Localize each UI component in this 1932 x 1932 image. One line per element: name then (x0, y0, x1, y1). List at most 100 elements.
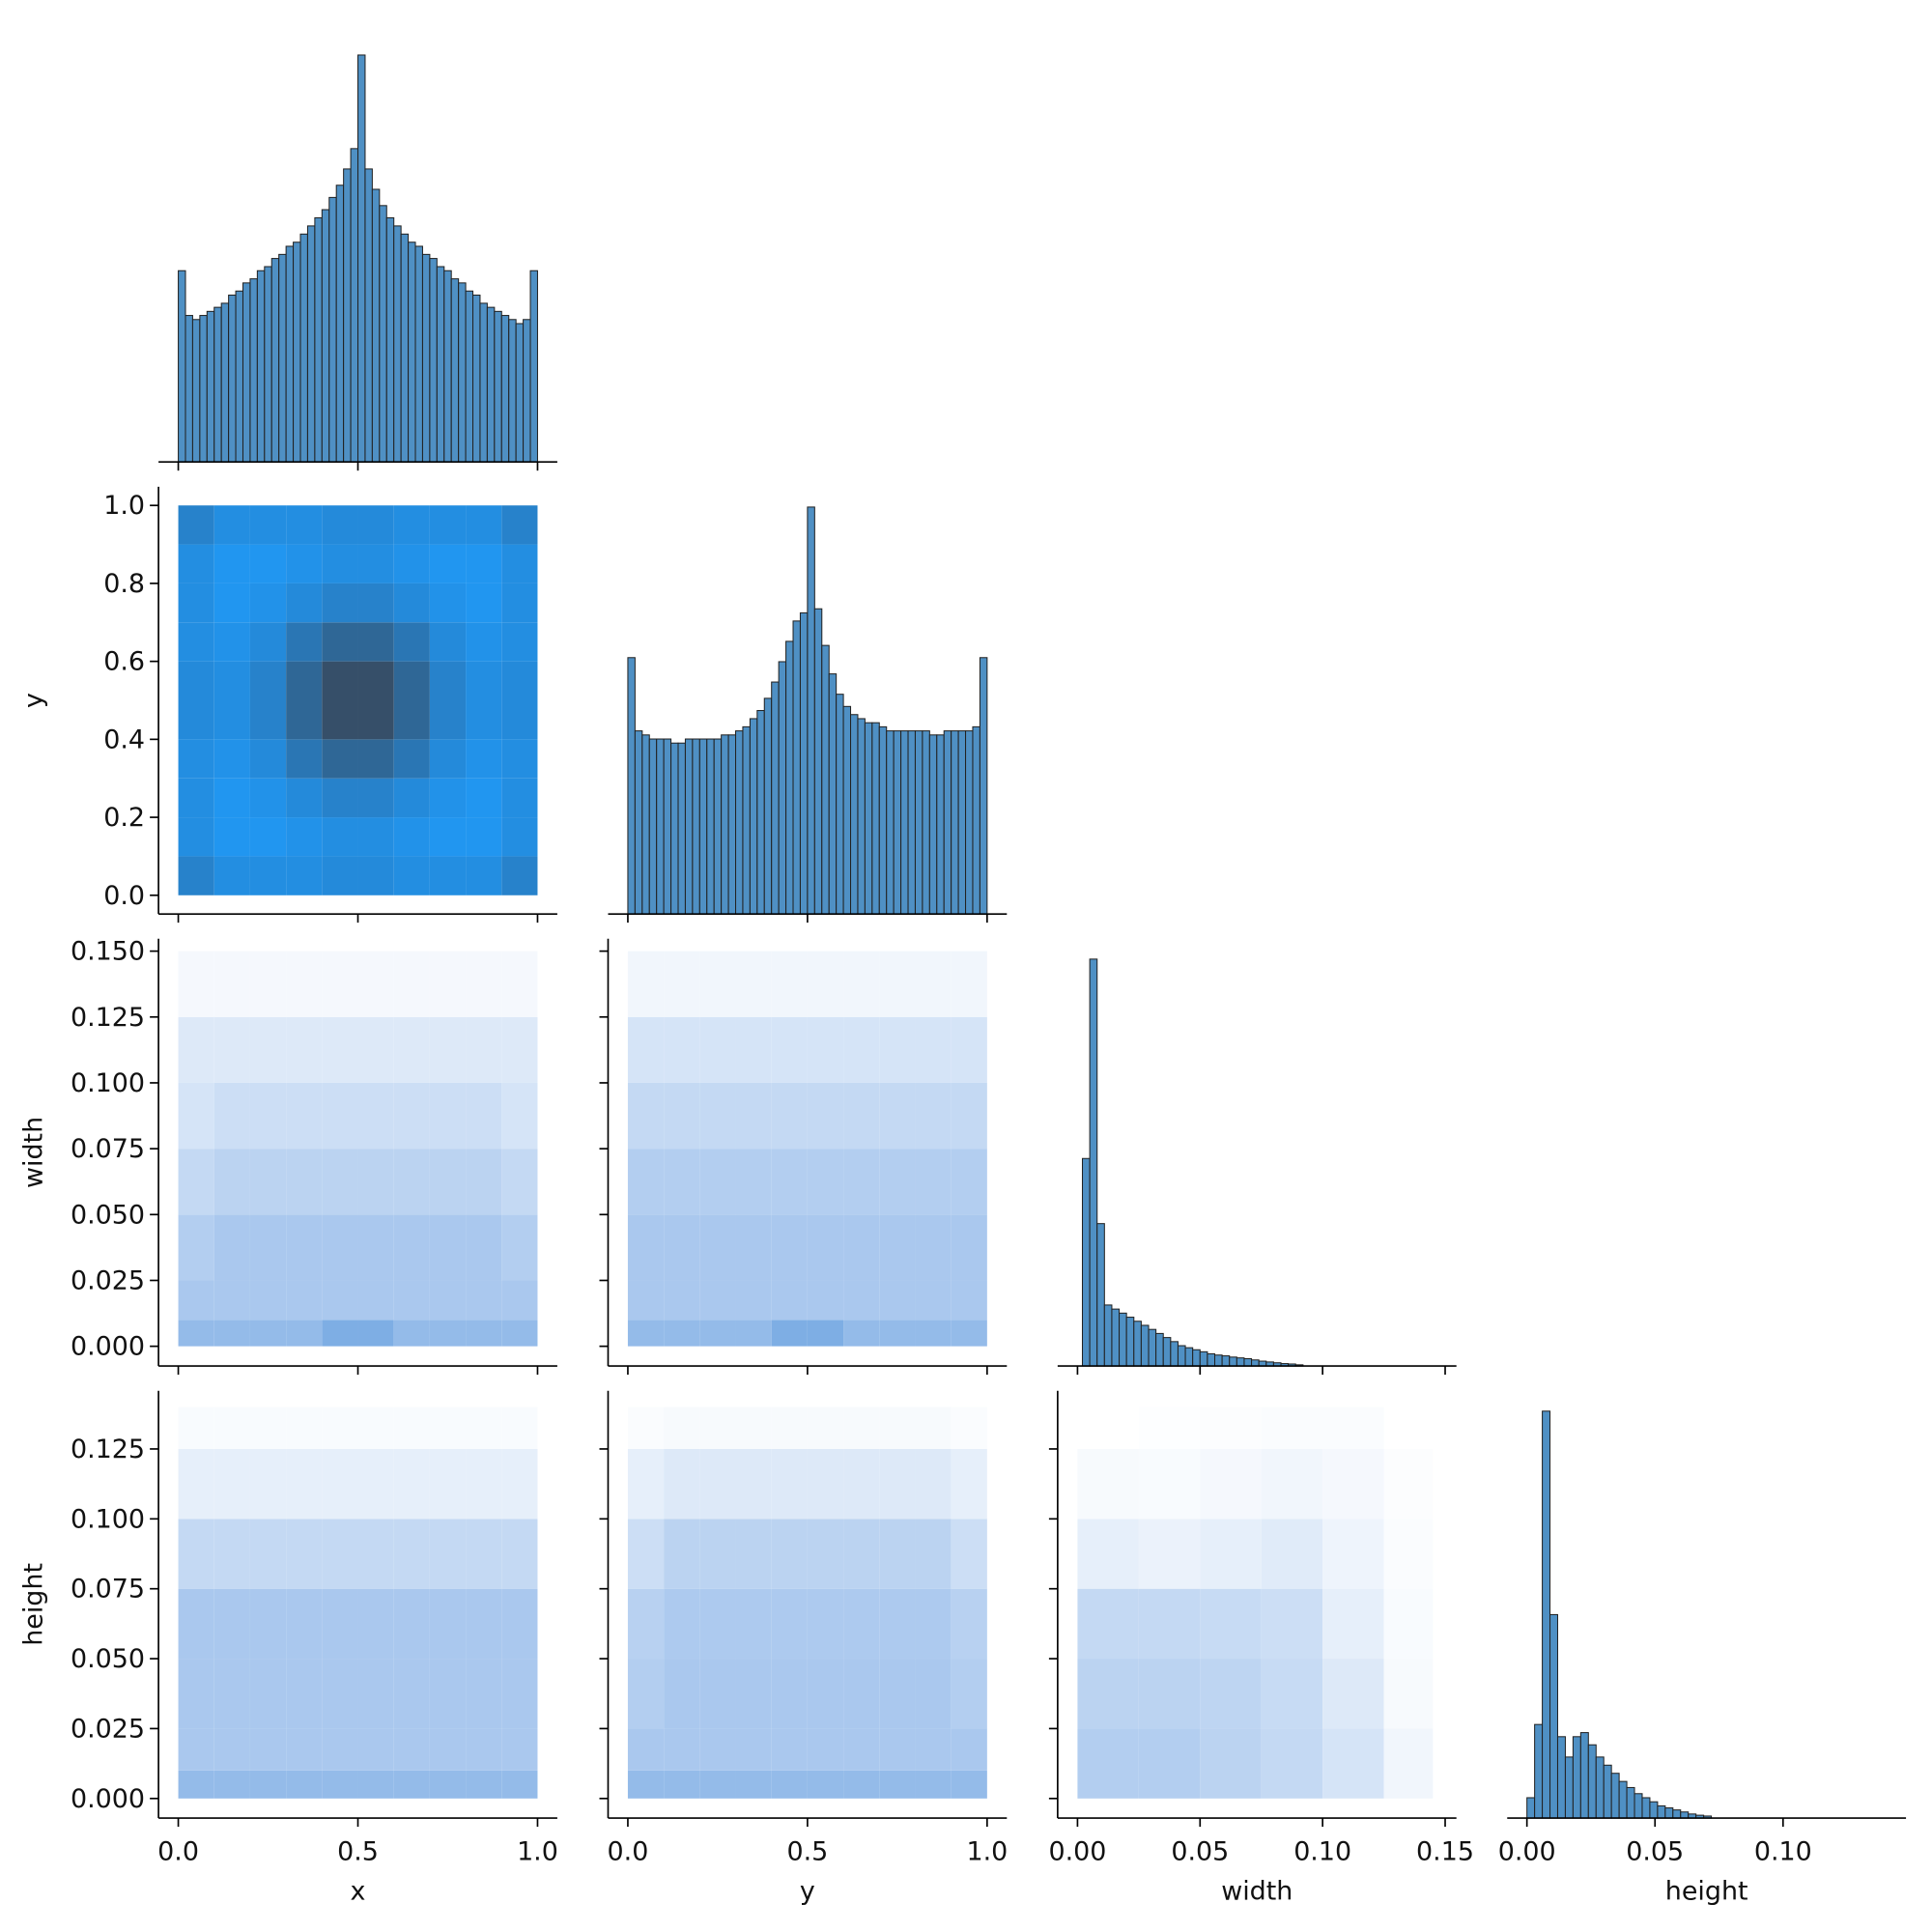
density-cell (249, 856, 287, 895)
density-cell (627, 1214, 665, 1281)
density-cell (664, 1214, 700, 1281)
density-cell (915, 1280, 952, 1321)
density-cell (915, 1016, 952, 1083)
density-cell (393, 505, 430, 545)
panel (158, 54, 557, 471)
density-cell (213, 1214, 250, 1281)
panel: 0.00 0.05 0.10 0.15 width (1048, 1390, 1474, 1907)
density-cell (771, 1588, 808, 1660)
density-cell (429, 739, 467, 779)
bar (515, 323, 525, 463)
bar (1251, 1359, 1260, 1367)
density-cell (466, 661, 502, 700)
bar (486, 306, 496, 463)
density-cell (357, 1082, 394, 1150)
x-tick-label: 0.0 (157, 1837, 199, 1867)
density-cell (429, 1082, 467, 1150)
density-cell (213, 1016, 250, 1083)
bar (1587, 1744, 1597, 1819)
density-cell (429, 1149, 467, 1215)
density-cell (879, 1406, 916, 1449)
density-cell (501, 1016, 538, 1083)
y-tick-label: 0.100 (71, 1504, 145, 1534)
x-tick-label: 0.00 (1048, 1837, 1106, 1867)
bar (523, 319, 531, 463)
density-cell (915, 1149, 952, 1215)
density-cell (178, 582, 214, 623)
bar (907, 730, 916, 915)
density-cell (843, 1588, 880, 1660)
bar (778, 661, 787, 915)
density-cell (699, 1149, 736, 1215)
density-cell (1077, 1448, 1139, 1520)
bar (264, 266, 272, 463)
bar (792, 620, 801, 915)
density-cell (357, 1588, 394, 1660)
y-tick-label: 0.6 (103, 647, 145, 677)
bar (1177, 1345, 1186, 1367)
density-cell (393, 1082, 430, 1150)
density-cell (501, 661, 538, 700)
density-cell (771, 1214, 808, 1281)
density-cell (843, 1448, 880, 1520)
density-cell (213, 582, 250, 623)
y-tick-label: 0.050 (71, 1644, 145, 1674)
density-cell (735, 1214, 772, 1281)
density-cell (1322, 1406, 1384, 1449)
density-cell (393, 544, 430, 583)
bar (1641, 1797, 1651, 1819)
density-cell (501, 1082, 538, 1150)
density-cell (807, 1659, 844, 1729)
density-cell (879, 1149, 916, 1215)
density-cell (771, 1659, 808, 1729)
y-tick-label: 0.4 (103, 724, 145, 754)
bar (1221, 1355, 1231, 1367)
y-tick-label: 0.0 (103, 881, 145, 911)
bar (1579, 1732, 1589, 1819)
density-cell (501, 1448, 538, 1520)
density-cell (178, 1149, 214, 1215)
density-cell (249, 544, 287, 583)
density-cell (393, 817, 430, 857)
density-cell (879, 951, 916, 1017)
bar (1089, 958, 1098, 1367)
density-cell (699, 1770, 736, 1799)
bar (735, 730, 744, 915)
density-cell (249, 1770, 287, 1799)
density-cell (843, 1519, 880, 1589)
bar (706, 738, 715, 915)
density-cell (1138, 1519, 1201, 1589)
density-cell (322, 739, 358, 779)
density-cell (322, 1149, 358, 1215)
density-cell (322, 1588, 358, 1660)
bar (400, 233, 410, 463)
bar (1081, 1157, 1091, 1367)
bar (350, 148, 359, 463)
bar (1229, 1356, 1237, 1367)
density-cell (915, 1588, 952, 1660)
bar (1556, 1736, 1566, 1819)
density-cell (699, 1320, 736, 1347)
density-cell (1261, 1728, 1323, 1799)
bar (321, 209, 330, 463)
density-cell (429, 582, 467, 623)
bar (627, 657, 636, 915)
density-cell (466, 1082, 502, 1150)
density-cell (1077, 1728, 1139, 1799)
density-cell (1322, 1588, 1384, 1660)
density-cell (178, 856, 214, 895)
density-cell (322, 622, 358, 662)
density-cell (178, 1728, 214, 1771)
bar (213, 306, 222, 463)
density-cell (664, 1728, 700, 1771)
density-cell (213, 700, 250, 740)
density-cell (951, 951, 987, 1017)
density-cell (627, 1448, 665, 1520)
bar (749, 718, 758, 915)
density-cell (501, 1659, 538, 1729)
density-cell (429, 817, 467, 857)
density-cell (915, 1770, 952, 1799)
density-cell (501, 1588, 538, 1660)
bar (721, 734, 729, 915)
bar (1192, 1349, 1201, 1367)
